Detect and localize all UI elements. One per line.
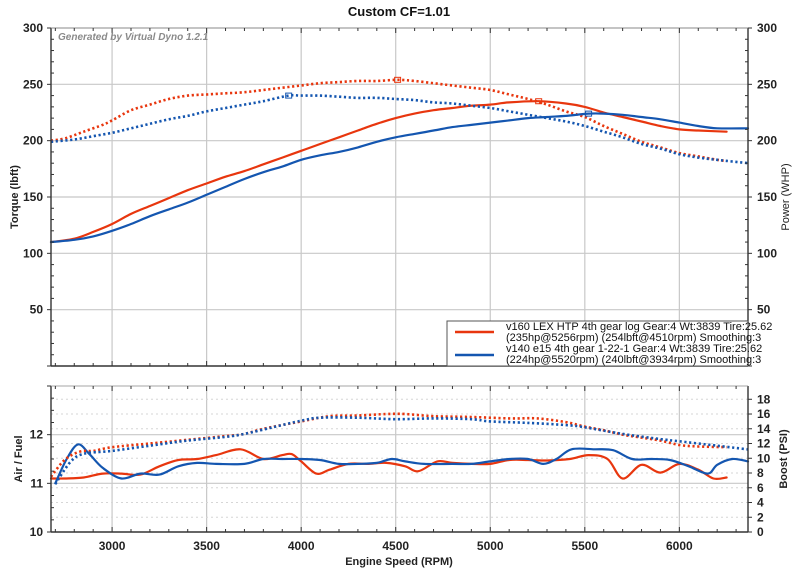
power-axis-title: Power (WHP) (780, 163, 792, 230)
legend-v160-line2: (235hp@5256rpm) (254lbft@4510rpm) Smooth… (506, 332, 761, 344)
torque-tick-label: 200 (23, 134, 43, 148)
boost-tick-label: 10 (757, 451, 771, 465)
boost-tick-label: 14 (757, 422, 771, 436)
rpm-tick-label: 4500 (382, 539, 409, 553)
boost-tick-label: 12 (757, 437, 771, 451)
top-torque-peak-marker (285, 92, 293, 99)
top-torque-peak-marker (394, 76, 402, 83)
boost-tick-label: 0 (757, 525, 764, 539)
power-tick-label: 150 (757, 190, 777, 204)
rpm-tick-label: 3500 (193, 539, 220, 553)
afr-tick-label: 10 (30, 525, 44, 539)
power-tick-label: 50 (757, 303, 771, 317)
torque-tick-label: 50 (30, 303, 44, 317)
watermark: Generated by Virtual Dyno 1.2.1 (58, 32, 209, 43)
legend-v140-line1: v140 e15 4th gear 1-22-1 Gear:4 Wt:3839 … (506, 343, 762, 355)
boost-tick-label: 6 (757, 481, 764, 495)
power-tick-label: 100 (757, 246, 777, 260)
x-axis-title: Engine Speed (RPM) (345, 556, 453, 568)
torque-tick-label: 250 (23, 77, 43, 91)
bottom-boost-line-v140 (54, 416, 749, 485)
rpm-tick-label: 3000 (99, 539, 126, 553)
bottom-chart-series (49, 412, 750, 485)
torque-axis-title: Torque (lbft) (9, 165, 21, 229)
rpm-tick-label: 6000 (666, 539, 693, 553)
legend-v140-line2: (224hp@5520rpm) (240lbft@3934rpm) Smooth… (506, 354, 761, 366)
power-tick-label: 300 (757, 21, 777, 35)
boost-tick-label: 8 (757, 466, 764, 480)
power-tick-label: 200 (757, 134, 777, 148)
afr-tick-label: 12 (30, 428, 44, 442)
legend-v160-line1: v160 LEX HTP 4th gear log Gear:4 Wt:3839… (506, 321, 772, 333)
torque-tick-label: 100 (23, 246, 43, 260)
rpm-tick-label: 5000 (477, 539, 504, 553)
afr-tick-label: 11 (30, 476, 43, 490)
boost-tick-label: 4 (757, 496, 764, 510)
air-fuel-axis-title: Air / Fuel (13, 435, 25, 482)
top-chart-series (49, 76, 750, 244)
boost-tick-label: 18 (757, 392, 771, 406)
bottom-air_fuel-line-v140 (54, 443, 750, 485)
top-power-line-v140 (49, 112, 750, 244)
power-tick-label: 250 (757, 77, 777, 91)
boost-axis-title: Boost (PSI) (778, 429, 790, 489)
top-power-peak-marker (585, 110, 593, 117)
torque-tick-label: 150 (23, 190, 43, 204)
top-power-line-v160 (49, 100, 728, 244)
legend-box (446, 320, 749, 367)
chart-title: Custom CF=1.01 (348, 4, 450, 19)
axes: 5010015020025030050100150200250300101112… (23, 21, 777, 553)
top-torque-line-v140 (50, 93, 749, 165)
rpm-tick-label: 4000 (288, 539, 315, 553)
top-torque-line-v160 (50, 78, 727, 163)
boost-tick-label: 16 (757, 407, 771, 421)
legend: v160 LEX HTP 4th gear log Gear:4 Wt:3839… (446, 320, 772, 367)
boost-tick-label: 2 (757, 510, 764, 524)
bottom-air_fuel-line-v160 (49, 448, 728, 481)
torque-tick-label: 300 (23, 21, 43, 35)
rpm-tick-label: 5500 (571, 539, 598, 553)
